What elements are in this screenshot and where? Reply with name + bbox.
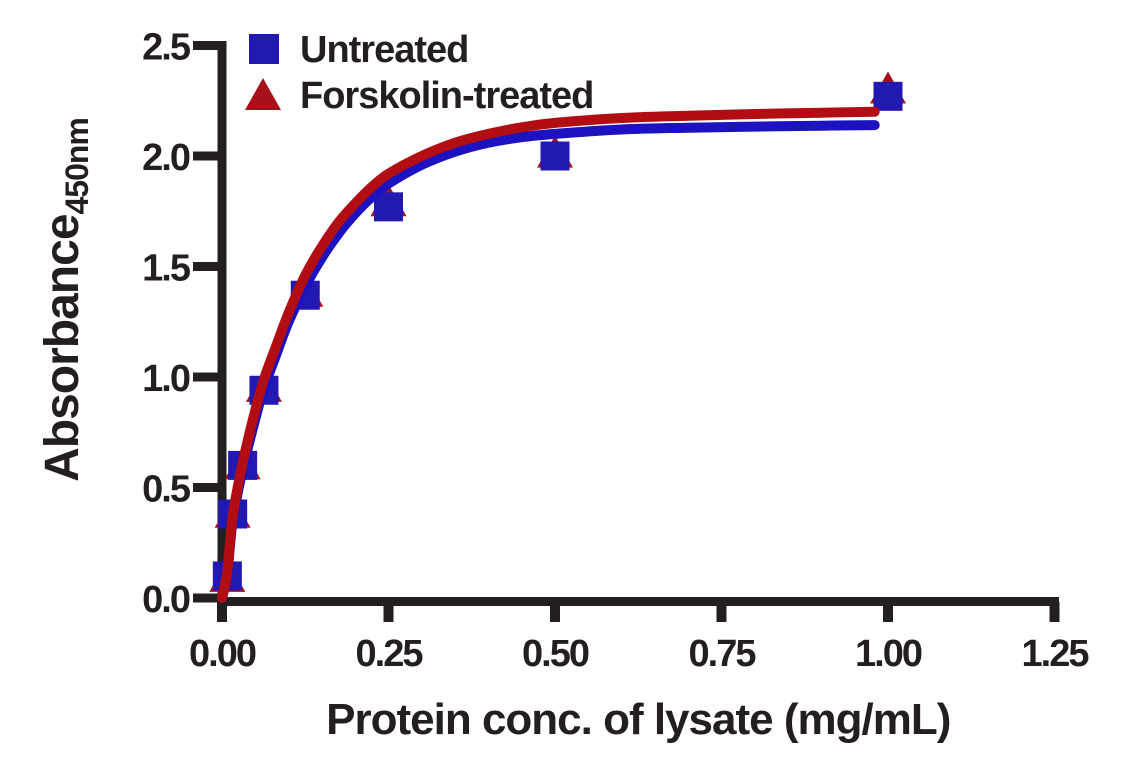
untreated-point-marker — [540, 141, 570, 171]
y-tick-label: 1.5 — [142, 248, 191, 290]
legend-triangle-marker — [245, 78, 281, 110]
x-tick-label: 1.00 — [855, 633, 922, 675]
y-axis-title: Absorbance450nm — [36, 118, 95, 482]
y-tick-label: 0.5 — [142, 469, 191, 511]
untreated-point-marker — [873, 81, 903, 111]
y-tick-label: 0.0 — [142, 579, 190, 621]
legend-square-marker — [249, 34, 279, 64]
forskolin-treated-fit-curve — [217, 106, 880, 603]
x-tick-label: 1.25 — [1022, 633, 1090, 675]
legend-label-forskolin-treated: Forskolin-treated — [300, 75, 593, 117]
axis-titles: Protein conc. of lysate (mg/mL) Absorbanc… — [36, 118, 951, 744]
x-tick-label: 0.75 — [689, 633, 757, 675]
x-axis-title: Protein conc. of lysate (mg/mL) — [326, 695, 950, 744]
x-tick-label: 0.25 — [356, 633, 424, 675]
y-tick-label: 2.0 — [142, 137, 190, 179]
y-tick-label: 1.0 — [142, 358, 190, 400]
fit-curves — [217, 106, 880, 603]
x-tick-label: 0.00 — [189, 633, 256, 675]
y-tick-label: 2.5 — [142, 27, 191, 69]
axes: 0.0 0.5 1.0 1.5 2.0 2.5 0.00 0.25 0.50 0.75 1.00 1.… — [142, 27, 1091, 676]
x-tick-label: 0.50 — [522, 633, 589, 675]
legend-label-untreated: Untreated — [300, 29, 468, 71]
